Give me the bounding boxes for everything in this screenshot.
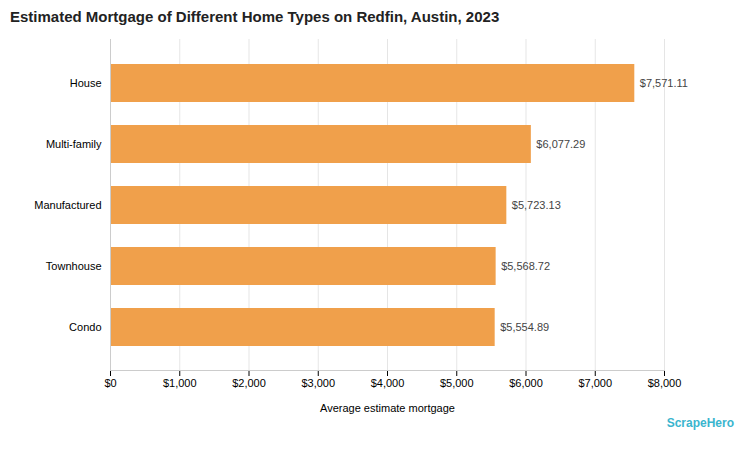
svg-text:House: House — [70, 77, 102, 89]
svg-text:Average estimate mortgage: Average estimate mortgage — [320, 402, 455, 414]
svg-text:$6,077.29: $6,077.29 — [536, 138, 585, 150]
svg-text:Multi-family: Multi-family — [46, 138, 102, 150]
svg-text:$1,000: $1,000 — [163, 377, 197, 389]
svg-text:$8,000: $8,000 — [648, 377, 682, 389]
svg-text:$0: $0 — [104, 377, 116, 389]
html-text:ScrapeHero: ScrapeHero — [666, 416, 734, 430]
svg-text:$7,000: $7,000 — [578, 377, 612, 389]
svg-text:$4,000: $4,000 — [371, 377, 405, 389]
svg-text:$6,000: $6,000 — [509, 377, 543, 389]
svg-text:$5,554.89: $5,554.89 — [500, 321, 549, 333]
svg-text:$5,000: $5,000 — [440, 377, 474, 389]
svg-text:$7,571.11: $7,571.11 — [640, 77, 688, 89]
svg-text:$2,000: $2,000 — [232, 377, 266, 389]
svg-text:Townhouse: Townhouse — [46, 260, 102, 272]
svg-text:$5,723.13: $5,723.13 — [512, 199, 561, 211]
svg-text:Condo: Condo — [69, 321, 101, 333]
svg-text:$3,000: $3,000 — [301, 377, 335, 389]
svg-text:Manufactured: Manufactured — [34, 199, 101, 211]
html-text:Estimated Mortgage of Differen: Estimated Mortgage of Different Home Typ… — [10, 8, 500, 25]
svg-text:$5,568.72: $5,568.72 — [501, 260, 550, 272]
